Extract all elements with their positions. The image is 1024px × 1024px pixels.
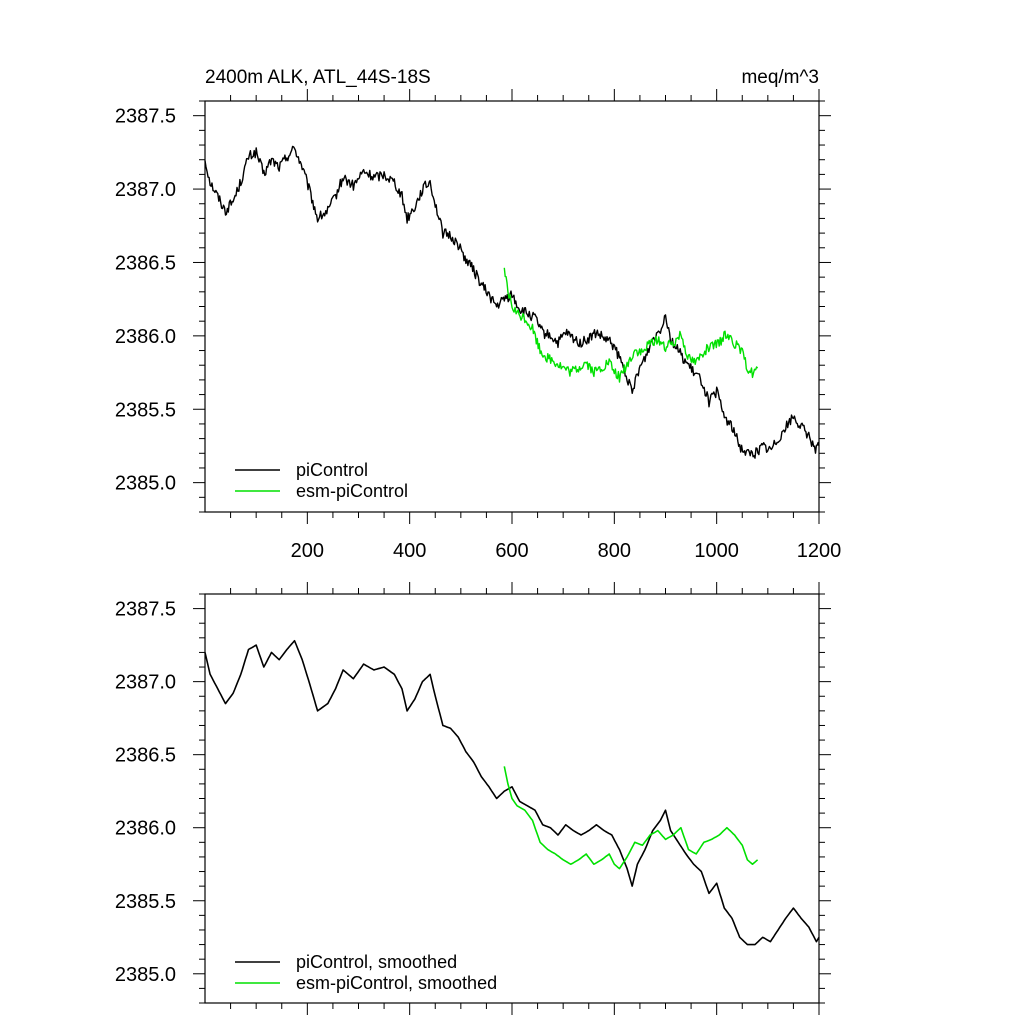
legend-label: piControl, smoothed (296, 952, 457, 972)
y-tick-label: 2386.5 (115, 745, 176, 767)
y-tick-label: 2385.0 (115, 964, 176, 986)
bottom-panel: 2385.0 2385.5 2386.0 2386.5 2387.0 2387.5 piCo… (115, 582, 831, 1015)
series-line-picontrol (204, 145, 820, 459)
x-tick-label: 600 (495, 540, 528, 562)
y-tick-label: 2385.5 (115, 891, 176, 913)
y-tick-label: 2386.0 (115, 818, 176, 840)
x-tick-label: 1000 (694, 540, 739, 562)
legend-label: esm-piControl (296, 481, 408, 501)
legend-label: esm-piControl, smoothed (296, 973, 497, 993)
series-line-esm-picontrol (503, 267, 759, 383)
y-tick-label: 2385.5 (115, 399, 176, 421)
chart-title: 2400m ALK, ATL_44S-18S (205, 67, 431, 88)
y-tick-label: 2386.0 (115, 326, 176, 348)
series-line-picontrol (204, 639, 820, 946)
y-tick-label: 2387.5 (115, 106, 176, 128)
y-tick-label: 2387.5 (115, 599, 176, 621)
top-panel: 200 400 600 800 1000 1200 2385.0 2385.5 2386.0 23… (115, 67, 841, 562)
y-tick-label: 2386.5 (115, 252, 176, 274)
units-label: meq/m^3 (741, 67, 819, 88)
y-tick-label: 2387.0 (115, 179, 176, 201)
series-line-esm-picontrol (503, 766, 759, 870)
x-tick-label: 1200 (797, 540, 842, 562)
x-tick-label: 400 (393, 540, 426, 562)
x-tick-label: 200 (291, 540, 324, 562)
y-tick-label: 2387.0 (115, 672, 176, 694)
y-tick-label: 2385.0 (115, 473, 176, 495)
legend-label: piControl (296, 460, 368, 480)
x-tick-label: 800 (598, 540, 631, 562)
